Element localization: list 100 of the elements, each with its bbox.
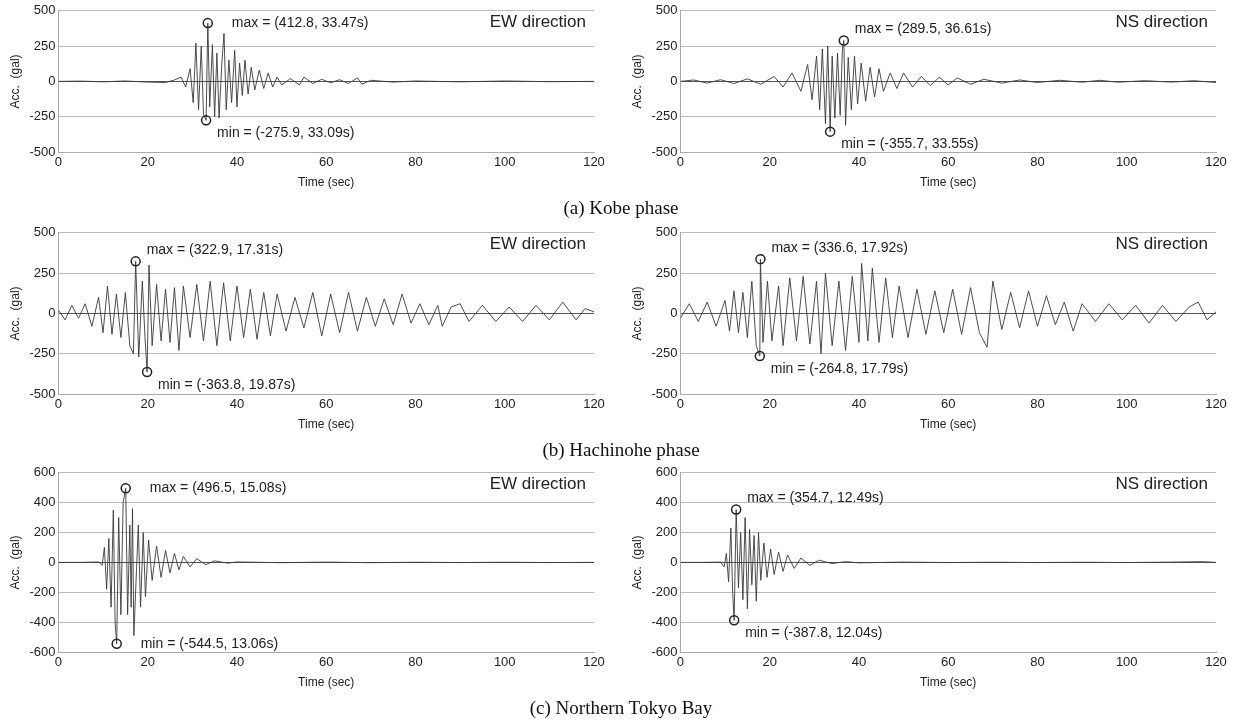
x-tick-label: 120 [583, 396, 605, 412]
y-tick-label: 500 [655, 2, 678, 18]
y-tick-label: -600 [29, 643, 56, 659]
y-tick-label: -400 [651, 613, 678, 629]
y-tick-label: -250 [29, 108, 56, 124]
y-axis-title: Acc. (gal) [629, 54, 644, 109]
x-tick-label: 60 [940, 154, 956, 170]
x-axis-title: Time (sec) [298, 175, 355, 190]
x-tick-label: 60 [318, 154, 334, 170]
annotation: min = (-387.8, 12.04s) [745, 624, 883, 641]
y-tick-label: 0 [670, 553, 678, 569]
x-tick-label: 40 [229, 654, 245, 670]
y-tick-label: 0 [48, 553, 56, 569]
x-axis-title: Time (sec) [920, 675, 977, 690]
y-tick-label: 500 [33, 2, 56, 18]
chart-title: EW direction [489, 473, 586, 493]
annotation: max = (322.9, 17.31s) [146, 241, 284, 258]
annotation: max = (336.6, 17.92s) [771, 239, 908, 255]
y-tick-label: 250 [655, 37, 678, 53]
x-tick-label: 60 [940, 396, 956, 412]
x-tick-label: 60 [940, 654, 956, 670]
annotation: min = (-363.8, 19.87s) [158, 375, 296, 392]
y-tick-label: -600 [651, 643, 678, 659]
y-tick-label: 400 [655, 494, 678, 510]
x-axis-title: Time (sec) [920, 175, 977, 190]
annotation: max = (496.5, 15.08s) [149, 479, 287, 496]
x-tick-label: 20 [140, 396, 155, 412]
y-axis-title: Acc. (gal) [629, 535, 644, 590]
annotation: min = (-264.8, 17.79s) [770, 359, 909, 376]
y-tick-label: -250 [29, 345, 56, 361]
y-tick-label: 250 [33, 37, 56, 53]
x-tick-label: 80 [1030, 654, 1045, 670]
x-tick-label: 20 [140, 154, 155, 170]
text: (a) Kobe phase [562, 197, 680, 219]
x-axis-title: Time (sec) [920, 417, 977, 432]
y-tick-label: 600 [33, 464, 56, 480]
x-tick-label: 100 [1115, 154, 1138, 170]
x-tick-label: 40 [851, 154, 867, 170]
chart-title: NS direction [1115, 11, 1208, 31]
x-tick-label: 80 [1030, 396, 1045, 412]
x-tick-label: 100 [493, 654, 516, 670]
y-tick-label: -200 [29, 583, 56, 599]
annotation: min = (-355.7, 33.55s) [841, 135, 979, 152]
y-tick-label: 500 [33, 224, 56, 240]
x-axis-title: Time (sec) [298, 675, 355, 690]
x-tick-label: 100 [493, 396, 516, 412]
y-tick-label: 200 [33, 524, 56, 540]
annotation: max = (354.7, 12.49s) [747, 489, 884, 506]
y-tick-label: -250 [651, 108, 678, 124]
x-tick-label: 120 [1205, 654, 1227, 670]
chart-title: EW direction [489, 233, 586, 253]
x-tick-label: 80 [408, 654, 423, 670]
y-tick-label: 500 [655, 224, 678, 240]
x-tick-label: 100 [1115, 654, 1138, 670]
x-axis-title: Time (sec) [298, 417, 355, 432]
x-tick-label: 80 [408, 396, 423, 412]
chart-title: NS direction [1115, 233, 1208, 253]
x-tick-label: 20 [140, 654, 155, 670]
y-tick-label: 200 [655, 524, 678, 540]
x-tick-label: 100 [493, 154, 516, 170]
chart-title: NS direction [1115, 473, 1208, 493]
y-tick-label: -500 [29, 143, 56, 159]
x-tick-label: 120 [583, 654, 605, 670]
y-tick-label: 0 [670, 72, 678, 88]
y-tick-label: -200 [651, 583, 678, 599]
x-tick-label: 80 [408, 154, 423, 170]
y-axis-title: Acc. (gal) [7, 54, 22, 109]
y-tick-label: -500 [29, 385, 56, 401]
y-tick-label: -250 [651, 345, 678, 361]
x-tick-label: 20 [762, 396, 777, 412]
annotation: max = (412.8, 33.47s) [231, 13, 369, 30]
x-tick-label: 40 [851, 654, 867, 670]
y-tick-label: -500 [651, 143, 678, 159]
y-axis-title: Acc. (gal) [7, 535, 22, 590]
x-tick-label: 80 [1030, 154, 1045, 170]
y-tick-label: 0 [48, 304, 56, 320]
text: (c) Northern Tokyo Bay [528, 697, 714, 719]
text: (b) Hachinohe phase [541, 439, 701, 461]
y-tick-label: 600 [655, 464, 678, 480]
x-tick-label: 40 [851, 396, 867, 412]
x-tick-label: 40 [229, 396, 245, 412]
y-tick-label: 250 [655, 264, 678, 280]
y-tick-label: 400 [33, 494, 56, 510]
x-tick-label: 20 [762, 654, 777, 670]
x-tick-label: 60 [318, 396, 334, 412]
x-tick-label: 40 [229, 154, 245, 170]
y-axis-title: Acc. (gal) [629, 286, 644, 341]
x-tick-label: 100 [1115, 396, 1138, 412]
chart-title: EW direction [489, 11, 586, 31]
y-tick-label: 0 [670, 304, 678, 320]
annotation: max = (289.5, 36.61s) [854, 20, 992, 37]
x-tick-label: 120 [1205, 396, 1227, 412]
annotation: min = (-275.9, 33.09s) [217, 124, 355, 141]
x-tick-label: 120 [1205, 154, 1227, 170]
x-tick-label: 20 [762, 154, 777, 170]
annotation: min = (-544.5, 13.06s) [140, 634, 279, 651]
y-tick-label: -400 [29, 613, 56, 629]
y-tick-label: -500 [651, 385, 678, 401]
y-tick-label: 250 [33, 264, 56, 280]
y-axis-title: Acc. (gal) [7, 286, 22, 341]
